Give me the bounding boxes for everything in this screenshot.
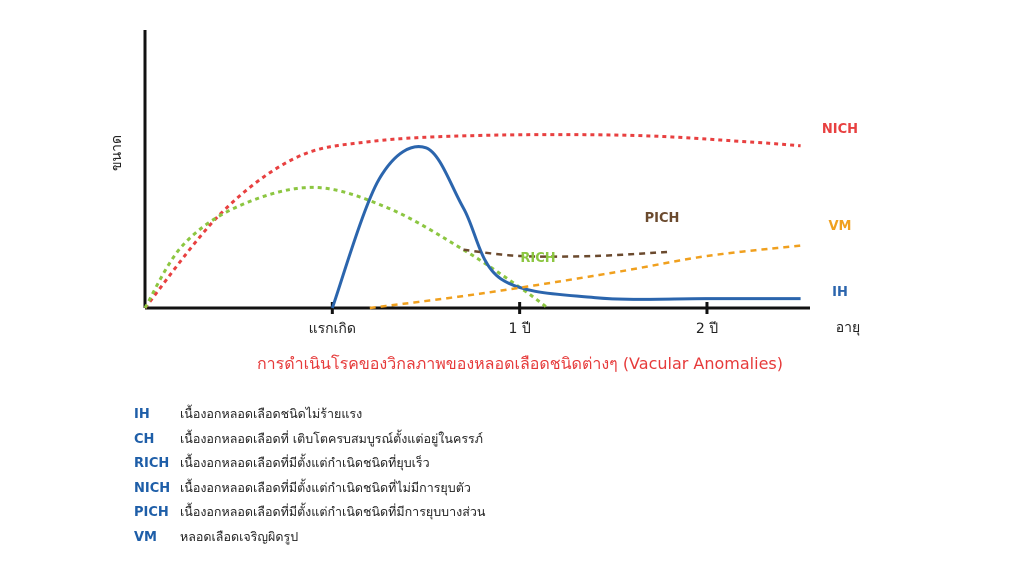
series-label-rich: RICH <box>520 251 555 266</box>
legend-item: CH เนื้องอกหลอดเลือดที่ เติบโตครบสมบูรณ์… <box>134 429 485 454</box>
legend-desc: เนื้องอกหลอดเลือดที่ เติบโตครบสมบูรณ์ตั้… <box>180 430 483 446</box>
series-line-rich <box>143 185 549 310</box>
legend-desc: หลอดเลือดเจริญผิดรูป <box>180 528 299 544</box>
chart: แรกเกิด 1 ปี 2 ปี NICH RICH IH PICH VM ขนาด อา… <box>109 30 860 337</box>
x-tick-label: 1 ปี <box>509 321 531 337</box>
series-label-vm: VM <box>829 219 852 234</box>
x-tick-label: แรกเกิด <box>309 321 356 337</box>
legend-desc: เนื้องอกหลอดเลือดที่มีตั้งแต่กำเนิดชนิดท… <box>180 479 471 495</box>
legend-desc: เนื้องอกหลอดเลือดชนิดไม่ร้ายแรง <box>180 406 363 421</box>
legend-abbr: RICH <box>134 456 170 471</box>
x-axis-label: อายุ <box>836 320 860 336</box>
chart-title: การดำเนินโรคของวิกลภาพของหลอดเลือดชนิดต่… <box>256 354 783 373</box>
legend-abbr: CH <box>134 431 155 447</box>
series-line-pich <box>463 248 670 258</box>
abbreviation-legend: IH เนื้องอกหลอดเลือดชนิดไม่ร้ายแรง CH เน… <box>134 404 485 551</box>
legend-item: VM หลอดเลือดเจริญผิดรูป <box>134 527 485 552</box>
series-label-nich: NICH <box>822 122 858 137</box>
legend-desc: เนื้องอกหลอดเลือดที่มีตั้งแต่กำเนิดชนิดท… <box>180 504 486 519</box>
x-tick-label: 2 ปี <box>696 321 718 337</box>
legend-item: PICH เนื้องอกหลอดเลือดที่มีตั้งแต่กำเนิด… <box>134 502 485 527</box>
legend-abbr: VM <box>134 529 157 545</box>
legend-desc: เนื้องอกหลอดเลือดที่มีตั้งแต่กำเนิดชนิดท… <box>180 455 430 470</box>
legend-item: IH เนื้องอกหลอดเลือดชนิดไม่ร้ายแรง <box>134 404 485 429</box>
legend-item: RICH เนื้องอกหลอดเลือดที่มีตั้งแต่กำเนิด… <box>134 453 485 478</box>
legend-abbr: NICH <box>134 480 171 496</box>
series-line-nich <box>143 133 801 309</box>
series-label-pich: PICH <box>645 211 680 226</box>
y-axis-label: ขนาด <box>109 135 125 171</box>
series-label-ih: IH <box>832 285 848 300</box>
legend-abbr: IH <box>134 407 150 422</box>
series-line-vm <box>369 244 801 310</box>
legend-item: NICH เนื้องอกหลอดเลือดที่มีตั้งแต่กำเนิด… <box>134 478 485 503</box>
series-line-ih <box>330 145 801 309</box>
legend-abbr: PICH <box>134 505 169 520</box>
